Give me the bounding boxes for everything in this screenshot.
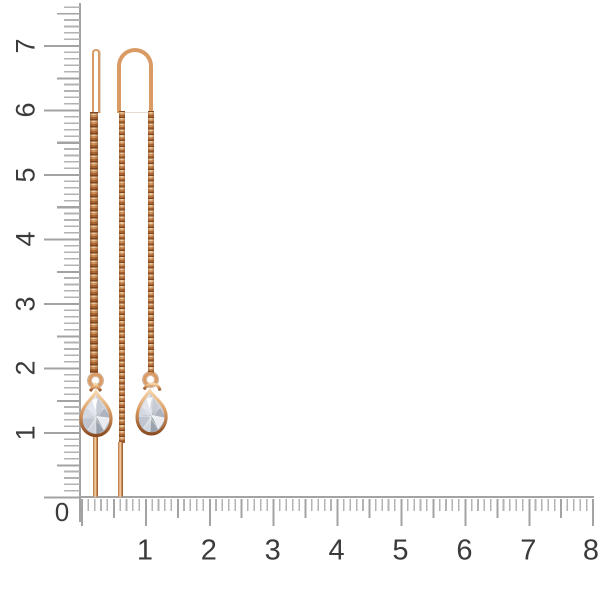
horizontal-ruler-label-1: 1 [136,534,153,567]
vertical-ruler-ticks [44,3,80,500]
horizontal-ruler-baseline [79,496,594,498]
right-arch-wire [117,48,153,113]
horizontal-ruler-label-5: 5 [392,534,409,567]
left-pear-pendant [79,382,113,438]
right-thread-chain-right-leg [148,111,154,373]
horizontal-ruler-label-7: 7 [520,534,537,567]
horizontal-ruler-label-8: 8 [582,534,600,567]
right-threader-bar [118,442,123,497]
vertical-ruler-baseline [79,3,81,522]
right-stone-facets [137,392,167,434]
ruler-origin-label: 0 [54,497,70,527]
horizontal-ruler-label-3: 3 [264,534,281,567]
horizontal-ruler-label-4: 4 [328,534,345,567]
right-pear-pendant [135,382,168,436]
horizontal-ruler-label-2: 2 [200,534,217,567]
left-cable-chain [90,112,98,373]
right-thread-chain-left-leg [119,111,125,443]
left-ear-wire [92,49,100,113]
left-threader-bar [93,436,98,497]
horizontal-ruler-ticks [81,499,594,526]
horizontal-ruler-label-6: 6 [456,534,473,567]
left-stone-facets [81,394,111,435]
